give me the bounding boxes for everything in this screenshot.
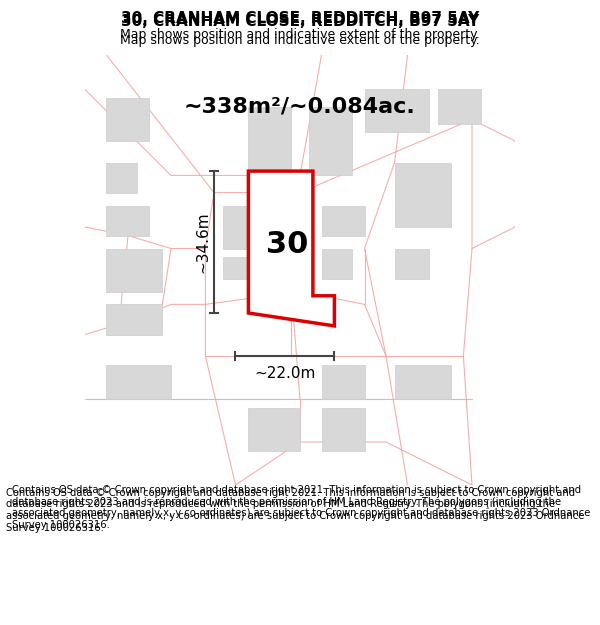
Text: 30: 30: [266, 230, 308, 259]
Polygon shape: [106, 249, 163, 291]
Polygon shape: [322, 206, 365, 236]
Polygon shape: [322, 249, 352, 279]
Polygon shape: [106, 364, 171, 399]
Polygon shape: [365, 89, 429, 132]
Text: ~338m²/~0.084ac.: ~338m²/~0.084ac.: [184, 97, 416, 117]
Polygon shape: [248, 107, 292, 176]
Text: Contains OS data © Crown copyright and database right 2021. This information is : Contains OS data © Crown copyright and d…: [6, 488, 584, 532]
Polygon shape: [106, 304, 163, 334]
Text: 30, CRANHAM CLOSE, REDDITCH, B97 5AY: 30, CRANHAM CLOSE, REDDITCH, B97 5AY: [121, 14, 479, 29]
Polygon shape: [395, 162, 451, 227]
Polygon shape: [395, 364, 451, 399]
Text: Map shows position and indicative extent of the property.: Map shows position and indicative extent…: [120, 34, 480, 47]
Text: Contains OS data © Crown copyright and database right 2021. This information is : Contains OS data © Crown copyright and d…: [12, 485, 590, 530]
Polygon shape: [106, 98, 149, 141]
Text: Map shows position and indicative extent of the property.: Map shows position and indicative extent…: [120, 28, 480, 41]
Polygon shape: [395, 249, 429, 279]
Polygon shape: [248, 171, 334, 326]
Polygon shape: [322, 364, 365, 399]
Polygon shape: [223, 257, 257, 279]
Text: ~22.0m: ~22.0m: [254, 366, 316, 381]
Text: ~34.6m: ~34.6m: [196, 211, 211, 273]
Polygon shape: [223, 206, 278, 249]
Polygon shape: [248, 408, 300, 451]
Polygon shape: [106, 206, 149, 236]
Polygon shape: [308, 107, 352, 176]
Polygon shape: [437, 89, 481, 124]
Polygon shape: [106, 162, 137, 192]
Text: 30, CRANHAM CLOSE, REDDITCH, B97 5AY: 30, CRANHAM CLOSE, REDDITCH, B97 5AY: [121, 11, 479, 26]
Polygon shape: [322, 408, 365, 451]
